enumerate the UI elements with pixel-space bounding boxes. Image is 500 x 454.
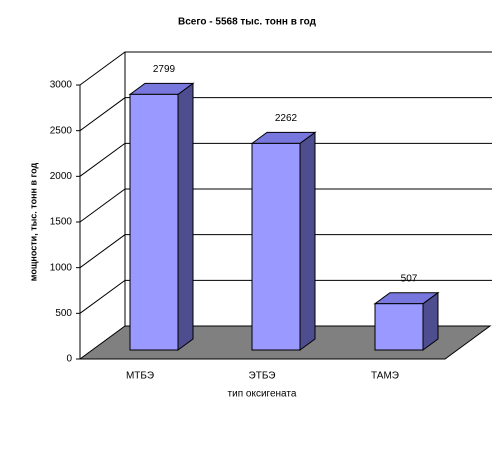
x-tick-label: ЭТБЭ: [249, 371, 276, 382]
grid-line: [79, 97, 492, 132]
data-label: 2262: [275, 113, 298, 124]
y-tick-label: 0: [66, 354, 72, 365]
y-tick-label: 500: [55, 308, 72, 319]
chart-title: Всего - 5568 тыс. тонн в год: [178, 17, 317, 28]
y-tick-label: 2000: [50, 171, 73, 182]
y-axis-title: мощности, тыс. тонн в год: [28, 163, 38, 282]
bar: [374, 303, 424, 351]
grid-line: [79, 188, 492, 223]
y-tick-label: 3000: [50, 80, 73, 91]
y-tick-label: 1500: [50, 217, 73, 228]
x-axis-title: тип оксигената: [228, 389, 297, 400]
x-tick-label: ТАМЭ: [371, 371, 399, 382]
bar-side: [299, 131, 316, 351]
bar: [129, 93, 179, 351]
grid-line: [79, 51, 492, 86]
grid-line: [79, 142, 492, 177]
grid-line: [79, 234, 492, 269]
bar-side: [177, 82, 194, 351]
x-tick-label: МТБЭ: [126, 371, 154, 382]
data-label: 2799: [153, 64, 176, 75]
y-tick-label: 2500: [50, 125, 73, 136]
bar: [251, 142, 301, 351]
y-tick-label: 1000: [50, 262, 73, 273]
grid-line: [79, 279, 492, 314]
data-label: 507: [401, 273, 418, 284]
